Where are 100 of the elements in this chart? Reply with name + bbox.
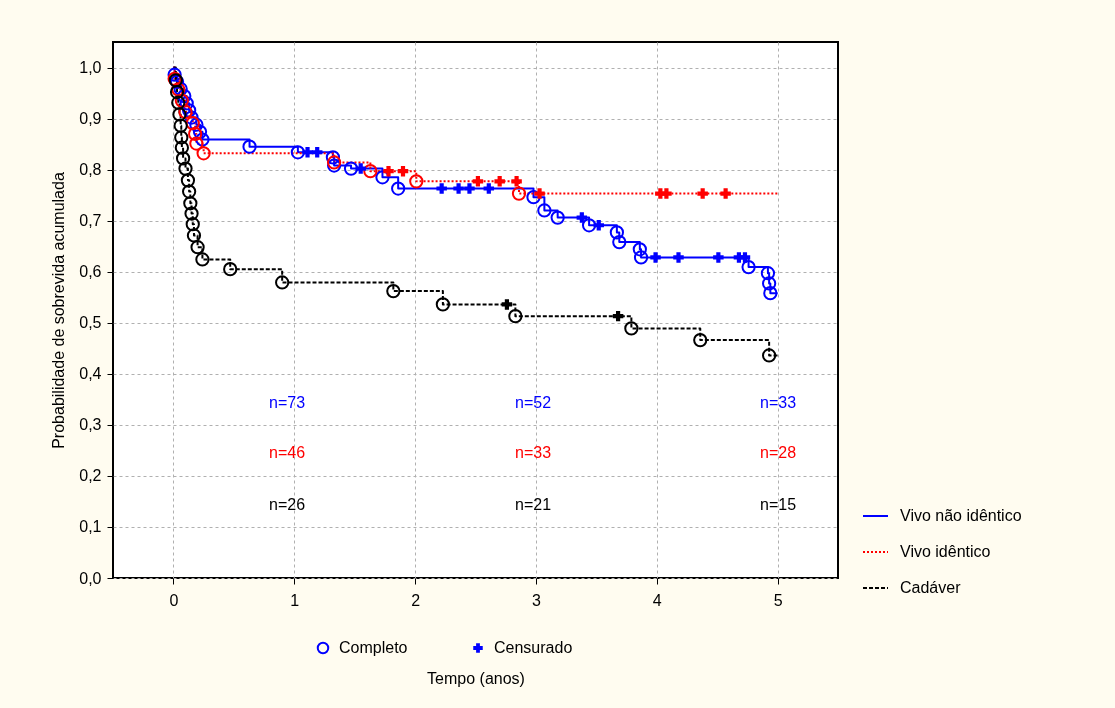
point (508, 309, 523, 324)
point (534, 188, 545, 199)
point (179, 96, 194, 111)
point (325, 150, 341, 165)
x-tick-label: 2 (411, 591, 421, 609)
point (175, 151, 191, 166)
point (182, 184, 197, 199)
point (633, 250, 649, 265)
legend-label: Censurado (494, 639, 573, 656)
point (386, 284, 401, 299)
y-tick-label: 0,5 (79, 314, 102, 332)
point (741, 260, 756, 275)
point (189, 136, 204, 151)
y-axis-title: Probabilidade de sobrevida acumulada (50, 172, 68, 449)
point (290, 145, 305, 160)
point (363, 164, 378, 179)
point (223, 262, 238, 277)
annotation: n=28 (759, 444, 797, 461)
point (453, 183, 464, 194)
point (661, 188, 672, 199)
point (383, 165, 394, 177)
point (190, 240, 205, 255)
legend-label: Cadáver (900, 579, 962, 596)
point (526, 190, 541, 205)
legend-label: Completo (339, 639, 408, 656)
x-tick-label: 1 (290, 591, 300, 609)
point (550, 210, 565, 225)
point (720, 188, 731, 199)
point (612, 234, 627, 250)
legend-label: Vivo idêntico (900, 543, 991, 560)
y-tick-label: 0,2 (79, 467, 102, 485)
point (174, 130, 189, 145)
point (436, 183, 447, 194)
point (435, 297, 450, 312)
point (483, 183, 495, 194)
point (762, 348, 777, 363)
annotation: n=33 (514, 444, 552, 461)
point (178, 104, 193, 120)
point (186, 228, 202, 243)
legend-label: Vivo não idêntico (900, 507, 1022, 524)
point (302, 147, 313, 158)
annotation: n=46 (268, 444, 306, 461)
point (632, 242, 647, 257)
point (178, 161, 193, 176)
point (172, 107, 187, 122)
y-tick-label: 0,8 (79, 161, 102, 179)
point (167, 67, 182, 82)
point (242, 139, 257, 154)
point (391, 181, 406, 196)
point (183, 196, 198, 211)
point (188, 126, 203, 141)
point (593, 220, 604, 231)
point (511, 176, 522, 187)
point (464, 183, 475, 194)
point (713, 252, 724, 263)
point (189, 117, 204, 132)
point (581, 218, 597, 233)
point (311, 147, 323, 158)
y-tick-label: 0,7 (79, 212, 102, 230)
y-tick-label: 0,1 (79, 518, 102, 536)
y-tick-label: 0,4 (79, 365, 102, 383)
point (177, 89, 192, 104)
point (185, 217, 200, 232)
point (184, 110, 199, 125)
point (185, 116, 200, 131)
point (196, 146, 211, 161)
point (275, 275, 290, 290)
point (343, 161, 359, 176)
annotation: n=15 (759, 496, 797, 513)
y-tick-label: 0,0 (79, 569, 102, 587)
point (355, 163, 366, 174)
x-tick-label: 3 (531, 591, 541, 609)
point (174, 140, 189, 155)
y-tick-label: 0,9 (79, 110, 102, 128)
y-tick-label: 1,0 (79, 59, 102, 77)
point (673, 252, 684, 263)
x-axis-title: Tempo (anos) (427, 669, 525, 687)
point (182, 103, 197, 118)
point (612, 310, 624, 322)
y-tick-label: 0,6 (79, 263, 102, 281)
annotation: n=73 (268, 394, 306, 411)
point (195, 252, 210, 267)
annotation: n=52 (514, 394, 552, 411)
point (494, 176, 505, 187)
point (472, 176, 484, 187)
point (693, 333, 708, 348)
point (397, 165, 409, 177)
y-tick-label: 0,3 (79, 416, 102, 434)
point (409, 174, 424, 189)
point (762, 276, 777, 291)
point (184, 206, 199, 221)
point (511, 186, 527, 201)
x-tick-label: 0 (169, 591, 179, 609)
point (537, 203, 552, 218)
point (624, 321, 639, 336)
x-tick-label: 4 (652, 591, 662, 609)
point (609, 225, 624, 240)
annotation: n=26 (268, 496, 306, 513)
point (375, 170, 390, 185)
annotation: n=33 (759, 394, 797, 411)
